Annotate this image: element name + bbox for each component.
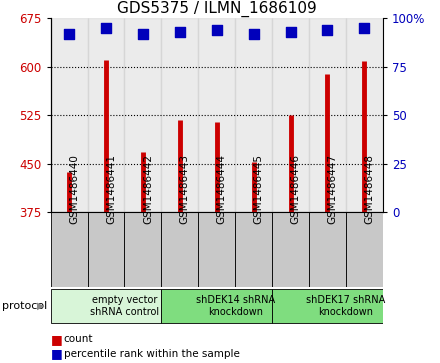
Text: GSM1486440: GSM1486440	[69, 154, 79, 224]
Text: count: count	[64, 334, 93, 344]
Point	[66, 31, 73, 37]
Bar	[309, 212, 346, 287]
Text: empty vector
shRNA control: empty vector shRNA control	[90, 295, 159, 317]
Point	[213, 27, 220, 33]
Text: GSM1486445: GSM1486445	[253, 154, 264, 224]
Bar	[272, 289, 383, 323]
Text: shDEK17 shRNA
knockdown: shDEK17 shRNA knockdown	[306, 295, 385, 317]
Text: GSM1486443: GSM1486443	[180, 154, 190, 224]
Text: GSM1486441: GSM1486441	[106, 154, 116, 224]
Bar	[161, 289, 272, 323]
Text: shDEK14 shRNA
knockdown: shDEK14 shRNA knockdown	[196, 295, 275, 317]
Bar	[51, 289, 161, 323]
Point	[250, 31, 257, 37]
Bar	[125, 212, 161, 287]
Bar	[88, 18, 125, 212]
Text: protocol: protocol	[2, 301, 48, 311]
Bar	[198, 212, 235, 287]
Bar	[125, 18, 161, 212]
Text: GSM1486444: GSM1486444	[216, 154, 227, 224]
Point	[176, 29, 183, 34]
Text: ▶: ▶	[37, 301, 44, 311]
Bar	[51, 18, 88, 212]
Bar	[272, 212, 309, 287]
Text: ■: ■	[51, 333, 62, 346]
Title: GDS5375 / ILMN_1686109: GDS5375 / ILMN_1686109	[117, 1, 316, 17]
Bar	[309, 18, 346, 212]
Bar	[346, 18, 383, 212]
Point	[361, 25, 368, 31]
Bar	[161, 212, 198, 287]
Bar	[346, 212, 383, 287]
Point	[287, 29, 294, 34]
Bar	[272, 18, 309, 212]
Text: GSM1486448: GSM1486448	[364, 154, 374, 224]
Point	[103, 25, 110, 31]
Point	[139, 31, 147, 37]
Text: ■: ■	[51, 347, 62, 360]
Bar	[235, 212, 272, 287]
Text: GSM1486442: GSM1486442	[143, 154, 153, 224]
Bar	[161, 18, 198, 212]
Text: GSM1486446: GSM1486446	[290, 154, 301, 224]
Text: GSM1486447: GSM1486447	[327, 154, 337, 224]
Bar	[235, 18, 272, 212]
Point	[324, 27, 331, 33]
Text: percentile rank within the sample: percentile rank within the sample	[64, 349, 240, 359]
Bar	[88, 212, 125, 287]
Bar	[198, 18, 235, 212]
Bar	[51, 212, 88, 287]
